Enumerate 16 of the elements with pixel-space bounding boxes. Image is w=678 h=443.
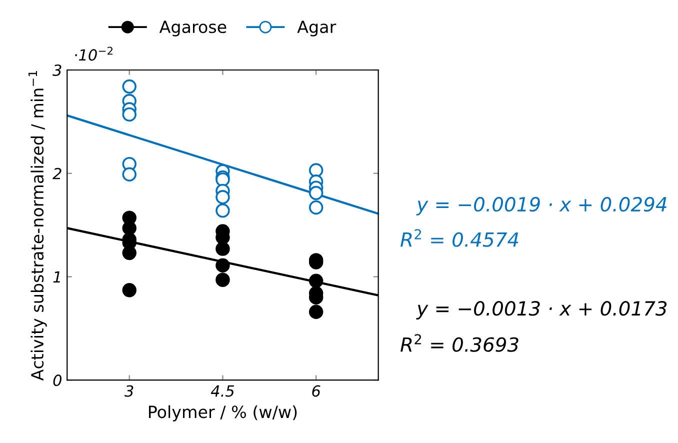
text: ·10$^{−2}$ (75, 46, 112, 61)
x-axis-title: Polymer / % (w/w) (149, 405, 297, 422)
legend-label: Agar (297, 20, 336, 36)
text: y = −0.0013 · x + 0.0173 (416, 301, 667, 320)
text: y = −0.0019 · x + 0.0294 (416, 196, 666, 216)
y-tick-label: 1 (53, 271, 60, 283)
x-tick-label: 6 (312, 385, 320, 397)
x-tick-label: 4.5 (210, 385, 234, 397)
y-tick-label: 0 (53, 374, 62, 386)
y-axis-title: Activity substrate-normalized / min$^{−1}$ (28, 71, 47, 381)
text: R$^{2}$ = 0.3693 (400, 334, 518, 352)
x-tick-label: 3 (124, 385, 134, 397)
y-tick-label: 3 (52, 64, 62, 76)
y-tick-label: 2 (52, 168, 62, 180)
legend-label: Agarose (159, 20, 226, 36)
text: R$^{2}$ = 0.4574 (400, 229, 518, 247)
